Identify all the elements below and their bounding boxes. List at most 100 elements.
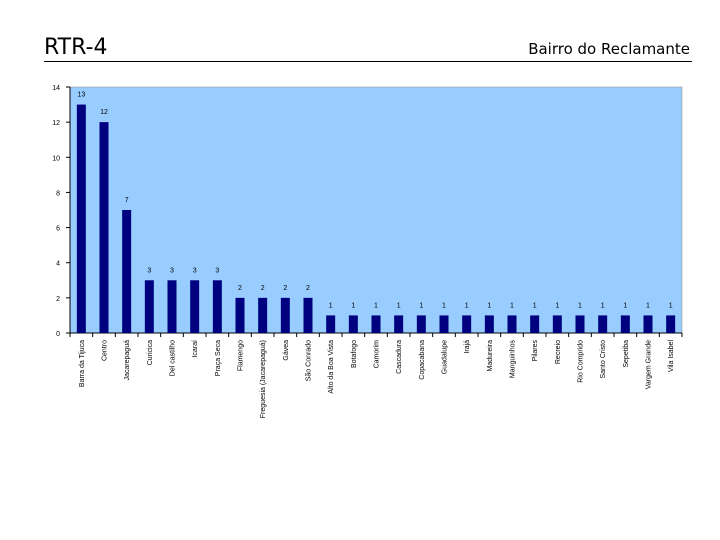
bar — [258, 297, 268, 333]
data-label: 1 — [351, 302, 355, 309]
x-tick-label: Flamengo — [238, 340, 245, 371]
y-tick-label: 8 — [56, 190, 60, 197]
x-tick-label: Vargem Grande — [646, 340, 653, 389]
x-tick-label: Camorim — [374, 340, 381, 369]
data-label: 3 — [147, 267, 151, 274]
x-tick-label: Pilares — [532, 340, 539, 362]
x-tick-label: Vila Isabel — [668, 340, 675, 373]
x-tick-label: São Conrado — [306, 340, 313, 381]
x-tick-label: Jacarepaguá — [124, 340, 131, 381]
bar — [552, 315, 562, 333]
x-tick-label: Copacabana — [419, 340, 426, 380]
x-tick-label: Santo Cristo — [600, 340, 607, 379]
x-tick-label: Icaraí — [192, 340, 199, 358]
plot-background — [69, 86, 683, 334]
x-tick-label: Barra da Tijuca — [79, 340, 86, 387]
bar — [122, 210, 132, 333]
bar — [666, 315, 676, 333]
bar — [416, 315, 426, 333]
data-label: 12 — [100, 109, 108, 116]
bar — [462, 315, 472, 333]
data-label: 3 — [170, 267, 174, 274]
bar — [303, 297, 313, 333]
bar — [507, 315, 517, 333]
x-tick-label: Rio Comprido — [578, 340, 585, 383]
data-label: 1 — [465, 302, 469, 309]
data-label: 3 — [193, 267, 197, 274]
slide-title: RTR-4 — [44, 35, 108, 60]
data-label: 7 — [125, 197, 129, 204]
x-tick-label: Irajá — [464, 340, 471, 354]
y-tick-label: 14 — [52, 85, 60, 92]
y-tick-label: 10 — [52, 155, 60, 162]
x-tick-label: Madureira — [487, 340, 494, 372]
x-tick-label: Guadalupe — [442, 340, 449, 374]
x-tick-label: Curicica — [147, 340, 154, 365]
data-label: 1 — [374, 302, 378, 309]
data-label: 1 — [669, 302, 673, 309]
data-label: 1 — [646, 302, 650, 309]
y-tick-label: 6 — [56, 226, 60, 233]
bar — [190, 280, 200, 333]
x-tick-label: Del castilho — [170, 340, 177, 376]
y-tick-label: 2 — [56, 296, 60, 303]
data-label: 1 — [601, 302, 605, 309]
bar — [348, 315, 358, 333]
x-tick-label: Cascadura — [396, 340, 403, 374]
data-label: 1 — [578, 302, 582, 309]
bar — [212, 280, 222, 333]
data-labels: 13 12 7 3 3 3 3 2 2 2 2 1 1 1 1 1 1 1 1 1 1 1 1 1 1 1 1 — [77, 92, 672, 310]
data-label: 2 — [238, 285, 242, 292]
bar — [575, 315, 585, 333]
plot-area — [69, 86, 683, 334]
bar — [76, 104, 86, 333]
x-axis — [69, 332, 683, 337]
x-tick-label: Recreio — [555, 340, 562, 364]
y-axis: 0 2 4 6 8 10 12 14 — [52, 85, 71, 338]
bar — [394, 315, 404, 333]
x-tick-label: Botafogo — [351, 340, 358, 368]
data-label: 2 — [261, 285, 265, 292]
data-label: 13 — [77, 92, 85, 99]
bar — [326, 315, 336, 333]
bar — [167, 280, 177, 333]
data-label: 1 — [419, 302, 423, 309]
y-tick-label: 4 — [56, 261, 60, 268]
x-tick-label: Centro — [102, 340, 109, 361]
x-tick-label: Praça Seca — [215, 340, 222, 376]
data-label: 1 — [329, 302, 333, 309]
bar — [598, 315, 608, 333]
data-label: 1 — [533, 302, 537, 309]
data-label: 3 — [215, 267, 219, 274]
y-tick-label: 12 — [52, 120, 60, 127]
data-label: 1 — [487, 302, 491, 309]
bar — [620, 315, 630, 333]
data-label: 2 — [306, 285, 310, 292]
data-label: 1 — [623, 302, 627, 309]
x-tick-labels: Barra da Tijuca Centro Jacarepaguá Curicica… — [79, 340, 675, 419]
bar — [484, 315, 494, 333]
bar — [530, 315, 540, 333]
data-label: 1 — [442, 302, 446, 309]
y-tick-label: 0 — [56, 331, 60, 338]
bar — [280, 297, 290, 333]
title-underline — [44, 61, 692, 62]
bar — [371, 315, 381, 333]
x-tick-label: Freguesia (Jacarepaguá) — [260, 340, 267, 418]
bar — [643, 315, 653, 333]
bars — [76, 104, 676, 334]
slide-subtitle: Bairro do Reclamante — [528, 40, 690, 58]
x-tick-label: Alto da Boa Vista — [328, 340, 335, 394]
bar — [235, 297, 245, 333]
data-label: 1 — [555, 302, 559, 309]
bar — [144, 280, 154, 333]
x-tick-label: Gávea — [283, 340, 290, 361]
x-tick-label: Sepetiba — [623, 340, 630, 368]
bar — [439, 315, 449, 333]
x-tick-label: Manguinhos — [510, 340, 517, 379]
data-label: 1 — [510, 302, 514, 309]
data-label: 1 — [397, 302, 401, 309]
bar — [99, 122, 109, 334]
data-label: 2 — [283, 285, 287, 292]
